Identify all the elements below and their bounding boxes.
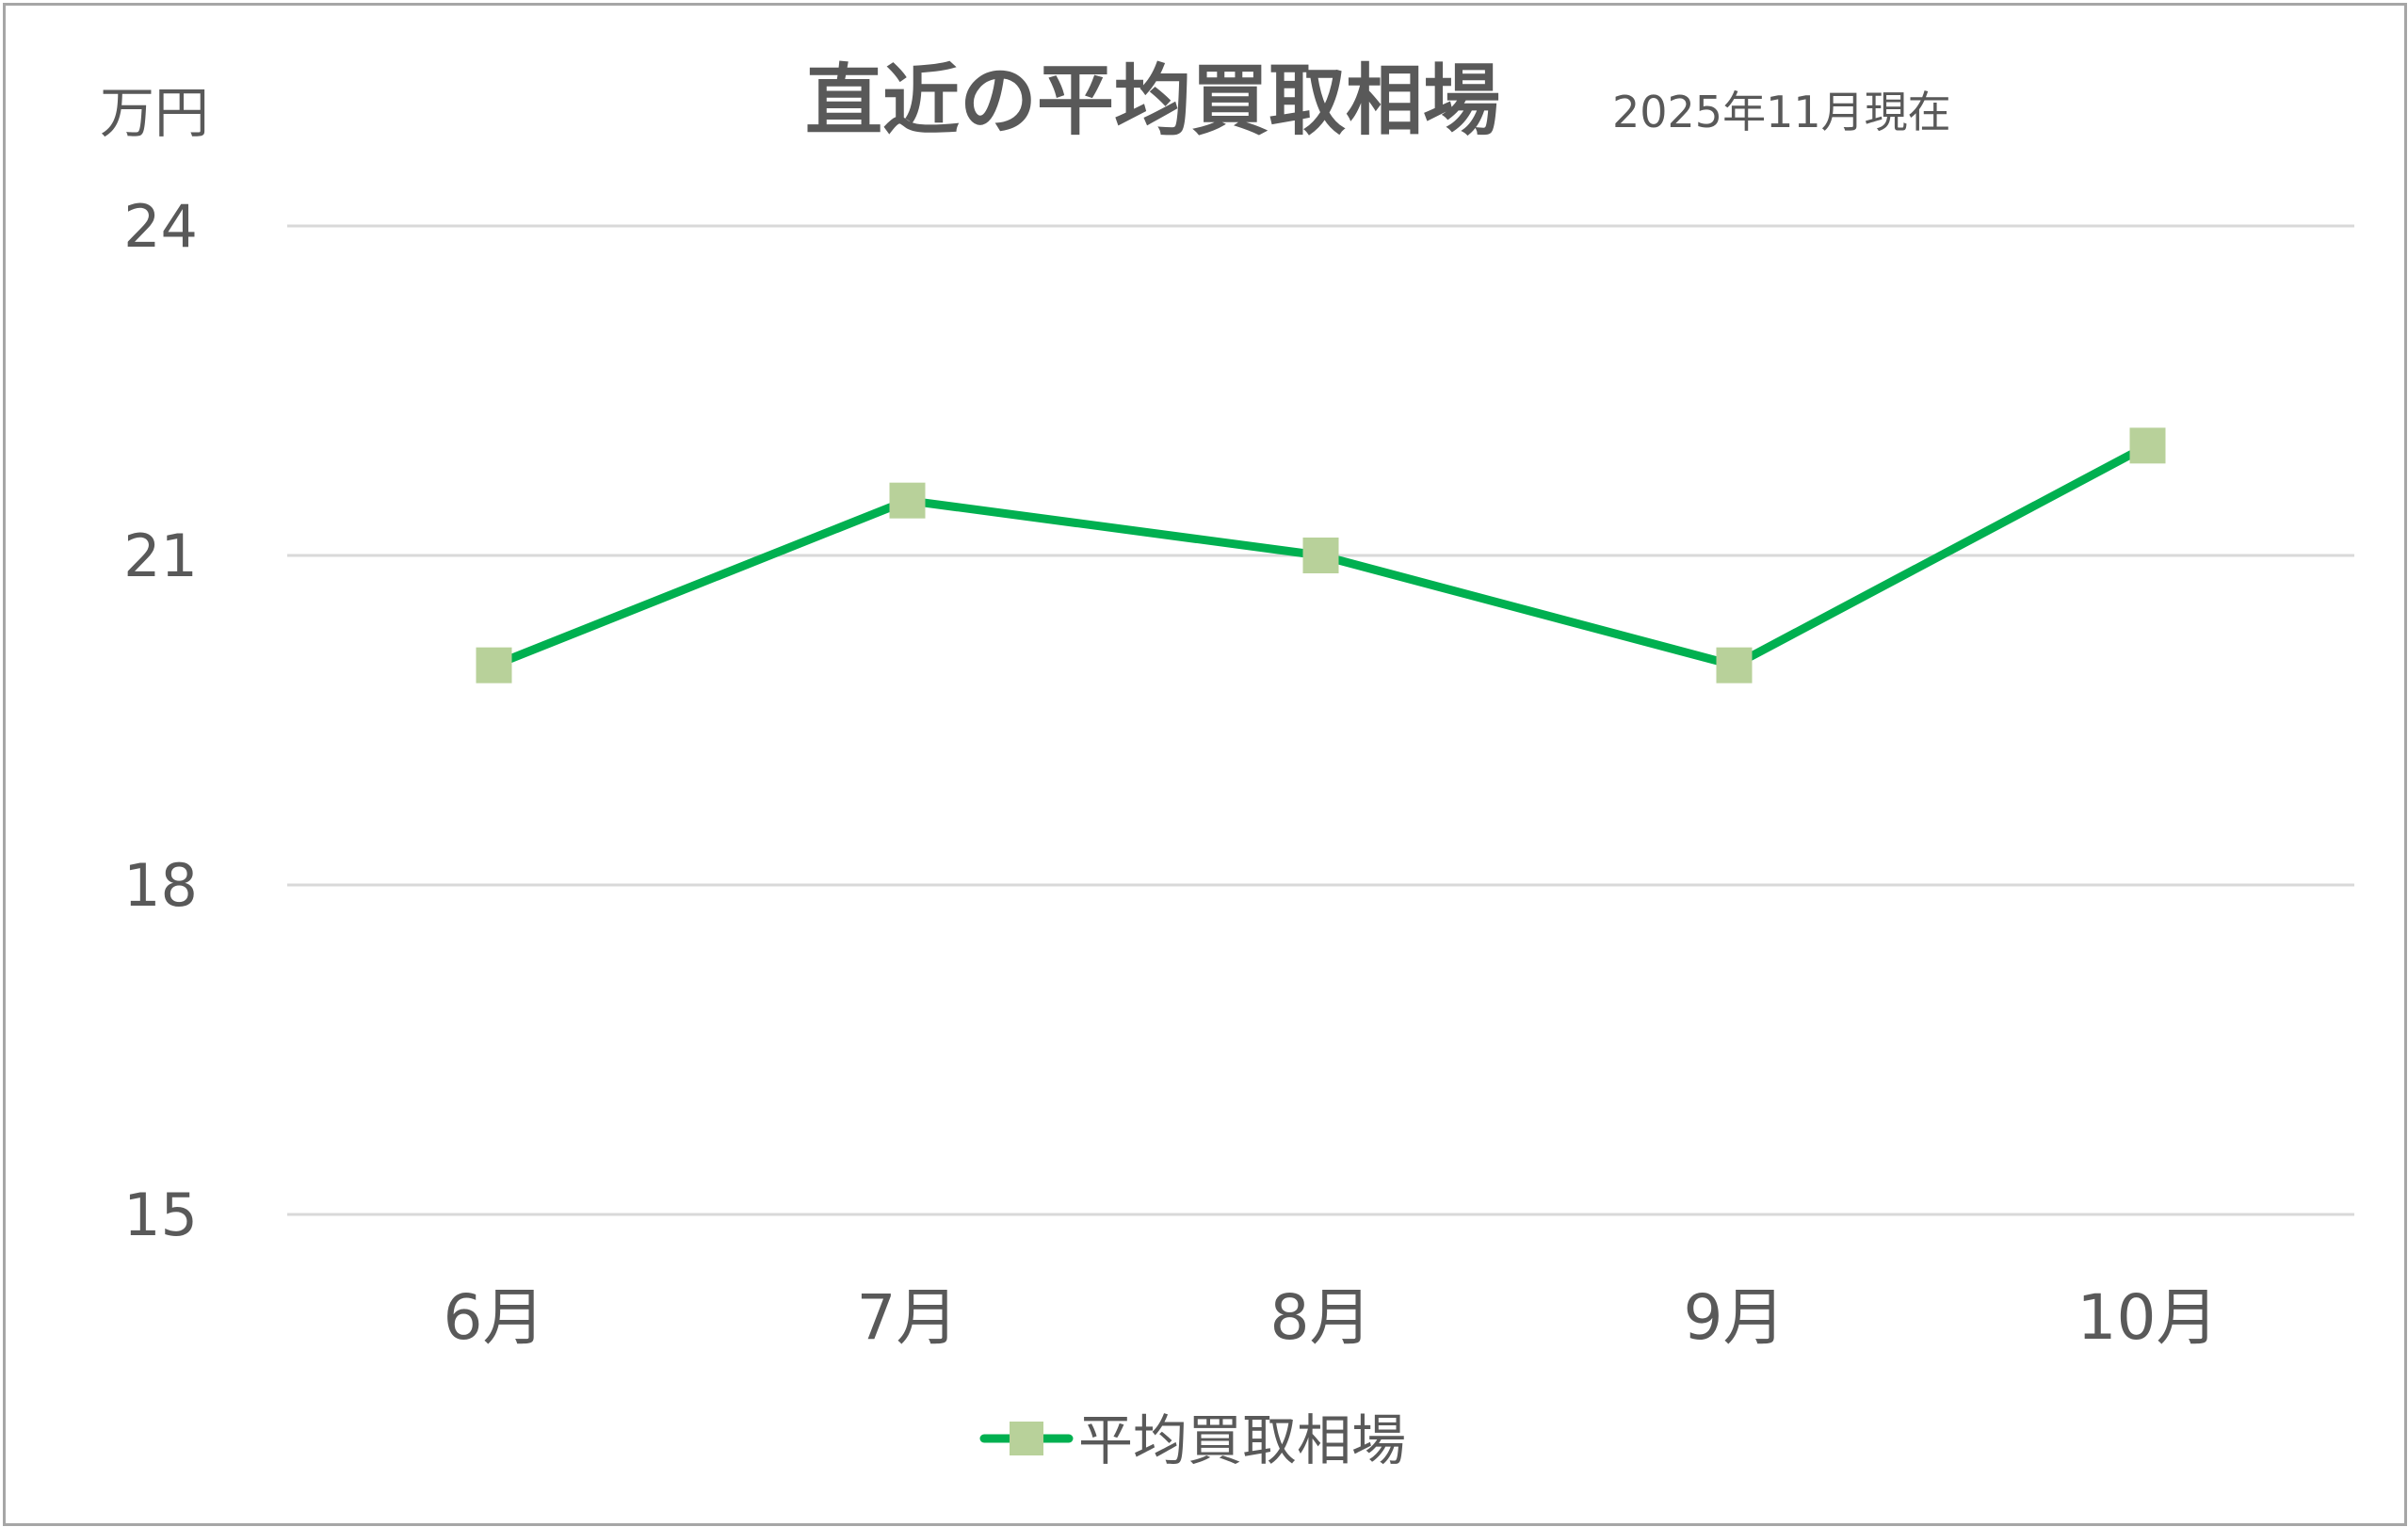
legend: 平均買取相場 (979, 1408, 1406, 1472)
y-tick-labels: 24 21 18 15 (123, 192, 198, 1249)
chart-frame (3, 3, 2407, 1526)
y-tick-label: 24 (123, 192, 198, 261)
y-axis-unit-label: 万円 (100, 81, 209, 145)
gridlines (287, 224, 2354, 1216)
legend-marker-swatch (1010, 1422, 1043, 1455)
x-tick-label: 9月 (1684, 1281, 1786, 1354)
x-tick-labels: 6月 7月 8月 9月 10月 (444, 1281, 2219, 1354)
y-tick-label: 18 (123, 851, 198, 920)
x-tick-label: 10月 (2077, 1281, 2219, 1354)
x-tick-label: 6月 (444, 1281, 545, 1354)
chart-title: 直近の平均買取相場 (805, 56, 1500, 146)
x-tick-label: 8月 (1270, 1281, 1372, 1354)
data-point-marker (1302, 538, 1339, 573)
y-tick-label: 21 (123, 522, 198, 590)
data-point-marker (1716, 647, 1753, 683)
y-tick-label: 15 (123, 1181, 198, 1249)
legend-label: 平均買取相場 (1078, 1408, 1406, 1472)
data-point-marker (476, 647, 512, 683)
chart-subtitle: 2025年11月現在 (1612, 87, 1951, 137)
x-tick-label: 7月 (857, 1281, 959, 1354)
data-point-marker (2129, 427, 2166, 464)
data-point-marker (889, 482, 926, 519)
series-group (476, 427, 2166, 683)
